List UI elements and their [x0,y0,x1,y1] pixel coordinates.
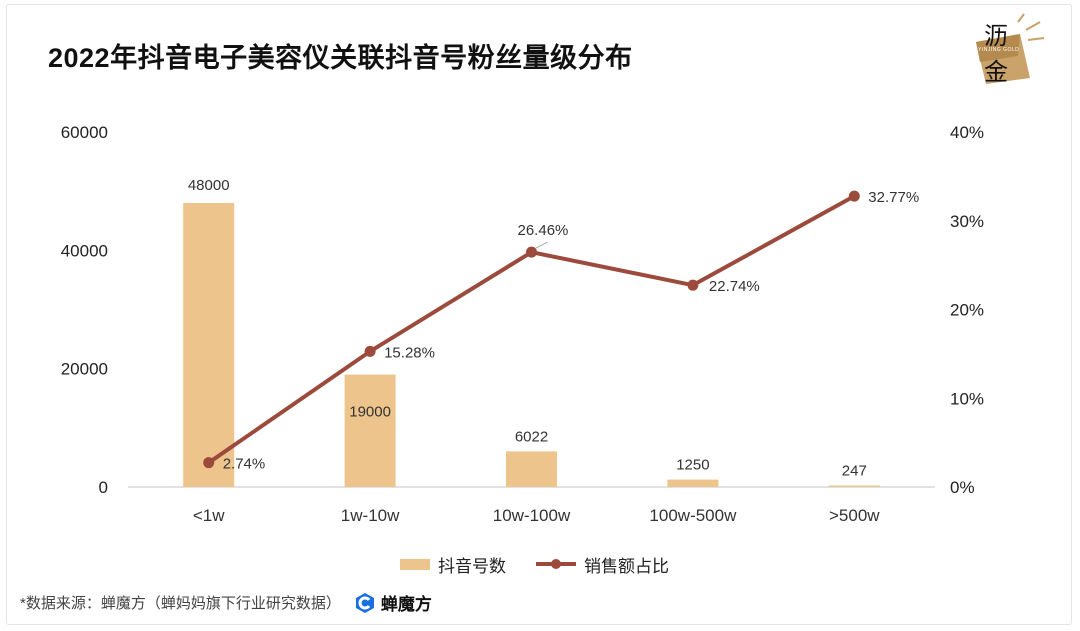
line-data-label: 32.77% [868,189,919,206]
y-right-tick-label: 20% [950,301,984,320]
line-point [687,279,699,291]
line-point [848,190,860,202]
line-data-label: 2.74% [223,456,266,473]
bar-data-label: 1250 [676,457,709,474]
x-tick-label: <1w [193,506,225,525]
brand: 蝉魔方 [353,590,432,615]
legend-item-bar: 抖音号数 [400,552,506,577]
chart-title: 2022年抖音电子美容仪关联抖音号粉丝量级分布 [48,43,633,73]
legend-item-line: 销售额占比 [536,552,669,577]
chart-frame [6,4,1072,625]
bar [506,451,557,487]
bar [828,485,880,487]
logo-char-1: 沥 [984,22,1008,50]
line-point [203,457,215,469]
bar [183,203,235,487]
chanmofang-logo-icon [355,592,374,613]
source-note: *数据来源：蝉魔方（蝉妈妈旗下行业研究数据） 蝉魔方 [20,590,432,615]
y-left-tick-label: 60000 [61,123,108,142]
legend-bar-swatch [400,558,430,570]
logo-subtext: YINJING GOLD [978,47,1020,53]
bar [344,374,396,487]
legend-line-label: 销售额占比 [584,556,669,576]
legend-line-swatch [536,559,576,569]
bar-data-label: 6022 [515,428,548,445]
line-point [364,345,376,357]
x-tick-label: 1w-10w [341,506,400,525]
x-tick-label: 10w-100w [493,506,571,525]
y-left-tick-label: 40000 [61,241,108,260]
yinjing-logo: 沥 YINJING GOLD 金 [968,12,1048,88]
legend: 抖音号数 销售额占比 [400,552,699,576]
y-right-tick-label: 0% [950,478,975,497]
bar-data-label: 48000 [188,177,230,194]
x-tick-label: >500w [829,506,880,525]
line-point [526,246,537,258]
y-left-tick-label: 20000 [61,360,108,379]
source-text: *数据来源：蝉魔方（蝉妈妈旗下行业研究数据） [20,595,341,612]
line-data-label: 22.74% [709,278,760,295]
bar [667,479,719,487]
leader-line [535,241,548,249]
bar-data-label: 19000 [349,404,391,421]
bar-data-label: 247 [842,463,867,480]
y-right-tick-label: 30% [950,212,984,231]
brand-name: 蝉魔方 [380,595,432,614]
logo-emblem-icon [976,13,1045,84]
y-left-tick-label: 0 [99,478,108,497]
line-data-label: 26.46% [518,222,569,239]
logo-char-2: 金 [984,58,1008,86]
line-data-label: 15.28% [384,344,435,361]
y-right-tick-label: 40% [950,123,984,142]
y-right-tick-label: 10% [950,389,984,408]
legend-bar-label: 抖音号数 [438,556,506,576]
x-tick-label: 100w-500w [649,506,737,525]
